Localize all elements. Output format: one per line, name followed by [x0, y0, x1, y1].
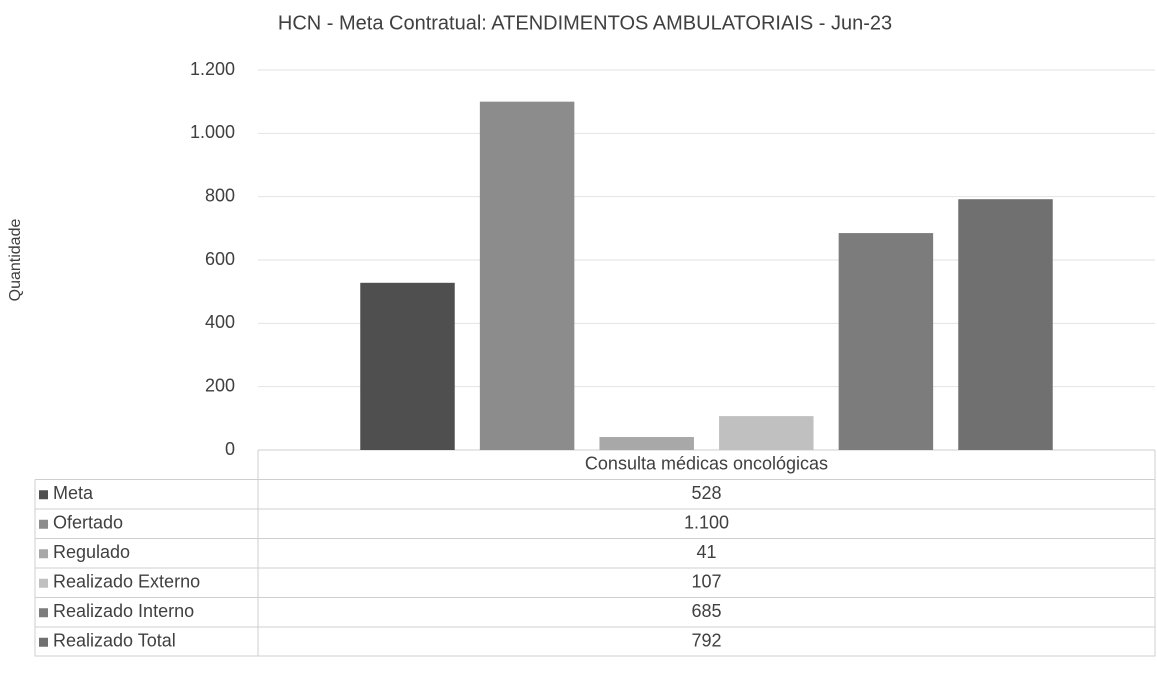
y-tick-label: 600: [205, 249, 235, 269]
data-table-value: 107: [691, 572, 721, 592]
data-table-value: 685: [691, 601, 721, 621]
legend-label: Realizado Externo: [53, 572, 200, 592]
legend-swatch: [39, 578, 48, 588]
y-axis-label: Quantidade: [7, 219, 24, 302]
legend-label: Realizado Total: [53, 631, 176, 651]
legend-swatch: [39, 519, 48, 529]
data-table-value: 528: [691, 483, 721, 503]
legend-swatch: [39, 490, 48, 500]
bar: [838, 233, 934, 450]
data-table-value: 1.100: [684, 513, 729, 533]
bar: [599, 437, 694, 450]
legend-label: Regulado: [53, 542, 130, 562]
legend-label: Meta: [53, 483, 94, 503]
data-table-value: 792: [691, 631, 721, 651]
legend-swatch: [39, 549, 48, 559]
bar: [479, 101, 575, 451]
y-tick-label: 400: [205, 312, 235, 332]
data-table-value: 41: [696, 542, 716, 562]
legend-label: Realizado Interno: [53, 601, 194, 621]
chart-title: HCN - Meta Contratual: ATENDIMENTOS AMBU…: [278, 12, 892, 34]
bar: [719, 416, 814, 450]
bar: [958, 199, 1053, 450]
y-tick-label: 800: [205, 185, 235, 205]
legend-swatch: [39, 608, 48, 618]
bar: [360, 282, 455, 450]
legend-label: Ofertado: [53, 513, 123, 533]
y-tick-label: 1.000: [190, 122, 235, 142]
y-tick-label: 0: [225, 439, 235, 459]
y-tick-label: 200: [205, 375, 235, 395]
x-tick-label: Consulta médicas oncológicas: [585, 454, 828, 474]
legend-swatch: [39, 637, 48, 647]
y-tick-label: 1.200: [190, 59, 235, 79]
